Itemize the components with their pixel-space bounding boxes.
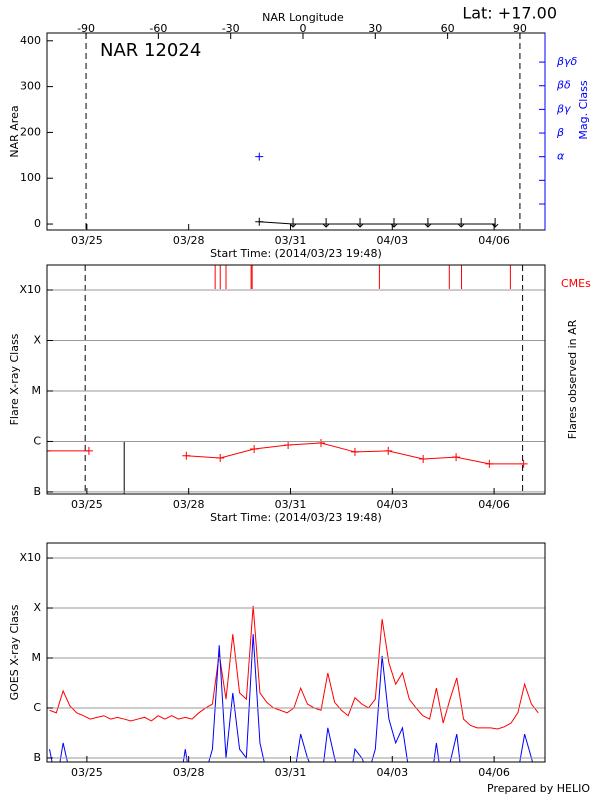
plus-marker [350, 447, 359, 456]
x2-tick-label: -60 [149, 22, 167, 35]
x-tick-label: 03/31 [275, 234, 307, 247]
y-tick-label: C [33, 701, 41, 714]
frame [46, 264, 546, 495]
zero-arrow [457, 218, 465, 228]
y-tick-label: 200 [20, 125, 41, 138]
zero-arrow [322, 218, 330, 228]
x-tick-label: 03/31 [275, 766, 307, 779]
x-tick-label: 04/03 [376, 766, 408, 779]
y-tick-label: 400 [20, 34, 41, 47]
y-tick-label: B [33, 751, 41, 764]
zero-arrow [289, 218, 297, 228]
x-tick-label: 04/03 [376, 234, 408, 247]
y-tick-label: X [33, 333, 41, 346]
frame [46, 542, 546, 763]
y-tick-label: 300 [20, 80, 41, 93]
y2-tick-label: βγδ [556, 55, 578, 68]
y-tick-label: B [33, 485, 41, 498]
y-tick-label: X10 [19, 283, 41, 296]
y-tick-label: M [32, 651, 42, 664]
y2-axis-label: Flares observed in AR [566, 319, 579, 439]
x2-tick-label: 30 [368, 22, 382, 35]
x2-tick-label: -30 [222, 22, 240, 35]
x-tick-label: 03/25 [71, 766, 103, 779]
plot-area [47, 265, 528, 494]
x-axis-label: Start Time: (2014/03/23 19:48) [210, 511, 382, 524]
y-axis-label: NAR Area [8, 105, 21, 157]
series-line [49, 605, 539, 730]
plus-marker [384, 446, 393, 455]
x-tick-label: 04/03 [376, 498, 408, 511]
x-tick-label: 03/28 [173, 234, 205, 247]
y-tick-label: X10 [19, 551, 41, 564]
zero-arrow [491, 218, 499, 228]
plus-marker [419, 454, 428, 463]
panel-title: NAR 12024 [100, 40, 201, 61]
y2-tick-label: βγ [556, 102, 571, 115]
plot-area [85, 33, 521, 230]
y-tick-label: C [33, 434, 41, 447]
plus-marker [317, 439, 326, 448]
plus-marker [182, 451, 191, 460]
cme-label: CMEs [561, 277, 591, 290]
latitude: Lat: +17.00 [462, 4, 557, 23]
y-tick-label: M [32, 384, 42, 397]
frame [46, 32, 546, 231]
x-tick-label: 03/25 [71, 234, 103, 247]
y2-axis-label: Mag. Class [577, 80, 590, 139]
plus-marker [255, 152, 264, 161]
plus-marker [452, 453, 461, 462]
series-line [259, 221, 496, 225]
zero-arrow [356, 218, 364, 228]
x2-axis-label: NAR Longitude [262, 11, 344, 24]
y-axis-label: Flare X-ray Class [8, 333, 21, 425]
x-tick-label: 03/25 [71, 498, 103, 511]
series-line [49, 634, 533, 762]
x2-tick-label: 60 [441, 22, 455, 35]
x-tick-label: 03/28 [173, 498, 205, 511]
y2-tick-label: βδ [556, 79, 571, 92]
plus-marker [84, 446, 93, 455]
y-tick-label: 100 [20, 171, 41, 184]
x-tick-label: 03/28 [173, 766, 205, 779]
plus-marker [47, 446, 51, 455]
x2-tick-label: -90 [77, 22, 95, 35]
plus-marker [255, 217, 264, 226]
y2-tick-label: β [556, 126, 564, 139]
x2-tick-label: 0 [299, 22, 306, 35]
y-axis-label: GOES X-ray Class [8, 604, 21, 700]
y-tick-label: X [33, 601, 41, 614]
y2-tick-label: α [557, 150, 565, 163]
x-tick-label: 04/06 [478, 498, 510, 511]
zero-arrow [424, 218, 432, 228]
series-line [47, 442, 524, 465]
x-axis-label: Start Time: (2014/03/23 19:48) [210, 247, 382, 260]
footer: Prepared by HELIO [487, 782, 590, 795]
x2-tick-label: 90 [513, 22, 527, 35]
plus-marker [519, 459, 528, 468]
plus-marker [250, 444, 259, 453]
plus-marker [284, 441, 293, 450]
x-tick-label: 04/06 [478, 766, 510, 779]
plus-marker [485, 459, 494, 468]
x-tick-label: 04/06 [478, 234, 510, 247]
x-tick-label: 03/31 [275, 498, 307, 511]
y-tick-label: 0 [34, 217, 41, 230]
plus-marker [216, 454, 225, 463]
